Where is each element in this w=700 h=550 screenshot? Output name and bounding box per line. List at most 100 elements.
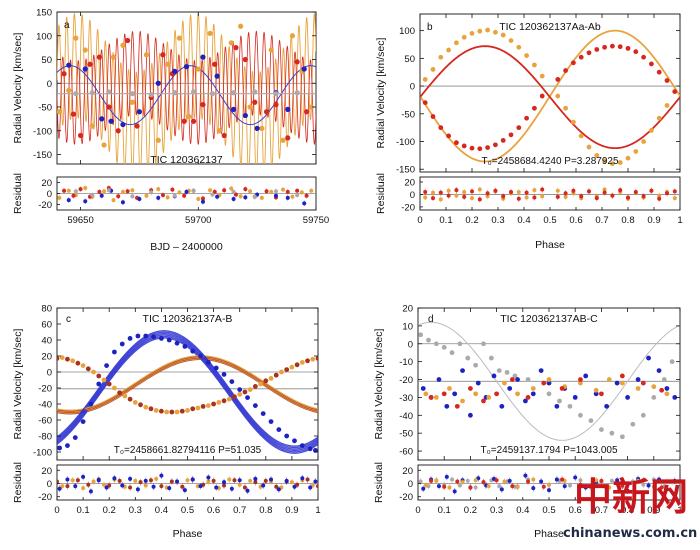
residual-point [261, 483, 266, 488]
y-tick-label: -80 [38, 432, 52, 443]
data-point [169, 409, 175, 415]
data-point [539, 93, 545, 99]
data-point [132, 400, 138, 405]
x-tick-label: 0.8 [621, 215, 634, 226]
data-point [209, 91, 215, 97]
residual-point [156, 195, 161, 200]
data-point [504, 369, 510, 375]
series-points [428, 373, 665, 409]
data-point [508, 38, 514, 44]
data-point [500, 138, 506, 143]
data-point [493, 29, 498, 35]
residual-point [149, 190, 154, 195]
data-point [61, 71, 67, 77]
residual-point [180, 484, 185, 489]
data-point [428, 395, 434, 400]
panel-title: TIC 120362137 [150, 154, 223, 166]
data-point [473, 391, 479, 397]
residual-y-tick-label: 0 [47, 189, 52, 200]
residual-point [184, 189, 189, 194]
data-point [87, 61, 93, 67]
series-points [73, 89, 300, 98]
residual-point [167, 486, 172, 491]
panel-title: TIC 120362137Aa-Ab [499, 21, 601, 33]
x-axis-label: Phase [534, 528, 564, 540]
residual-point [211, 478, 216, 483]
residual-point [531, 486, 536, 491]
data-point [515, 391, 520, 397]
y-tick-label: -50 [38, 103, 52, 114]
data-point [252, 89, 258, 95]
data-point [430, 114, 436, 119]
data-point [630, 421, 636, 427]
data-point [174, 409, 180, 415]
data-point [640, 380, 646, 386]
x-tick-label: 0.7 [233, 505, 246, 516]
data-point [254, 125, 260, 131]
data-point [214, 73, 220, 79]
residual-point [485, 191, 490, 196]
x-tick-label: 1 [315, 505, 320, 516]
panel-title: TIC 120362137AB-C [500, 313, 598, 325]
data-point [438, 54, 444, 60]
data-point [80, 363, 86, 368]
data-point [245, 395, 250, 400]
data-point [85, 366, 91, 372]
residual-point [222, 188, 227, 193]
data-point [430, 67, 436, 72]
data-point [604, 403, 610, 409]
residual-point [594, 478, 599, 483]
residual-area [57, 472, 318, 495]
data-point [106, 381, 112, 387]
ephemeris-annotation: T₀=2458684.4240 P=3.287925 [481, 156, 618, 167]
model-curve-A [57, 356, 318, 413]
data-point [546, 391, 552, 397]
series-points [57, 356, 318, 415]
residual-point [308, 485, 313, 490]
data-point [72, 435, 78, 440]
residual-point [169, 479, 174, 484]
residual-point [130, 194, 135, 199]
residual-y-tick-label: 20 [41, 178, 52, 189]
data-point [532, 62, 537, 68]
data-point [469, 145, 475, 151]
data-point [532, 105, 537, 111]
residual-point [135, 487, 140, 492]
data-point [305, 358, 310, 364]
x-tick-label: 0.7 [595, 215, 608, 226]
residual-point [128, 476, 133, 481]
residual-point [263, 478, 268, 483]
residual-point [144, 193, 149, 198]
data-point [66, 62, 72, 68]
data-point [160, 52, 166, 58]
data-point [108, 118, 114, 124]
residual-point [222, 480, 227, 485]
series-points [59, 355, 316, 415]
residual-point [539, 479, 544, 484]
residual-point [477, 187, 482, 192]
data-point [221, 398, 227, 404]
data-point [541, 380, 547, 386]
residual-point [531, 477, 536, 482]
residual-point [248, 478, 253, 483]
residual-point [313, 479, 318, 484]
data-point [485, 27, 490, 33]
data-point [444, 403, 450, 409]
x-tick-label: 0.2 [464, 505, 477, 516]
data-point [619, 373, 625, 379]
residual-point [116, 194, 121, 199]
residual-point [75, 478, 80, 483]
data-point [190, 348, 196, 354]
residual-point [57, 479, 59, 484]
model-curve-B [57, 337, 318, 454]
data-point [651, 395, 657, 400]
residual-points [60, 475, 315, 492]
residual-point [285, 189, 290, 194]
residual-point [429, 478, 434, 483]
residual-point [615, 478, 620, 483]
data-point [104, 363, 109, 368]
residual-point [83, 186, 88, 190]
data-point [485, 145, 490, 151]
y-tick-label: -30 [399, 393, 413, 404]
residual-point [245, 488, 250, 493]
